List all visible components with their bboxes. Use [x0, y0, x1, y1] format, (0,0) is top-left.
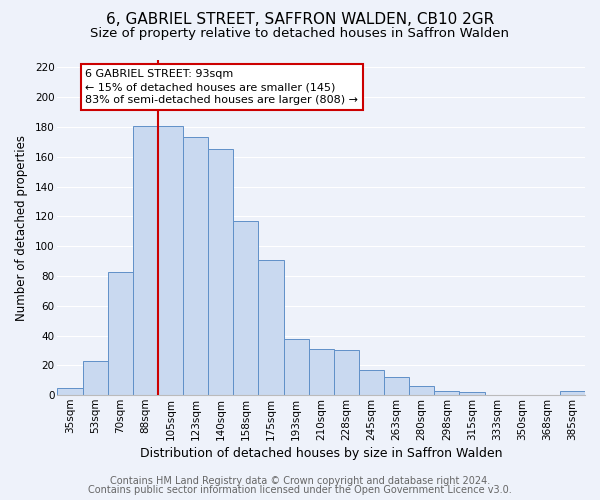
Bar: [133, 126, 158, 395]
Bar: [359, 370, 384, 395]
Bar: [560, 390, 585, 395]
Bar: [409, 386, 434, 395]
Bar: [208, 150, 233, 395]
Bar: [434, 390, 460, 395]
Text: 6, GABRIEL STREET, SAFFRON WALDEN, CB10 2GR: 6, GABRIEL STREET, SAFFRON WALDEN, CB10 …: [106, 12, 494, 28]
Bar: [108, 272, 133, 395]
Bar: [183, 138, 208, 395]
Bar: [233, 221, 259, 395]
Bar: [384, 378, 409, 395]
Bar: [308, 349, 334, 395]
X-axis label: Distribution of detached houses by size in Saffron Walden: Distribution of detached houses by size …: [140, 447, 502, 460]
Text: 6 GABRIEL STREET: 93sqm
← 15% of detached houses are smaller (145)
83% of semi-d: 6 GABRIEL STREET: 93sqm ← 15% of detache…: [85, 69, 358, 106]
Bar: [259, 260, 284, 395]
Text: Contains HM Land Registry data © Crown copyright and database right 2024.: Contains HM Land Registry data © Crown c…: [110, 476, 490, 486]
Bar: [460, 392, 485, 395]
Bar: [284, 338, 308, 395]
Y-axis label: Number of detached properties: Number of detached properties: [15, 134, 28, 320]
Bar: [158, 126, 183, 395]
Bar: [334, 350, 359, 395]
Text: Contains public sector information licensed under the Open Government Licence v3: Contains public sector information licen…: [88, 485, 512, 495]
Bar: [83, 361, 108, 395]
Bar: [58, 388, 83, 395]
Text: Size of property relative to detached houses in Saffron Walden: Size of property relative to detached ho…: [91, 28, 509, 40]
